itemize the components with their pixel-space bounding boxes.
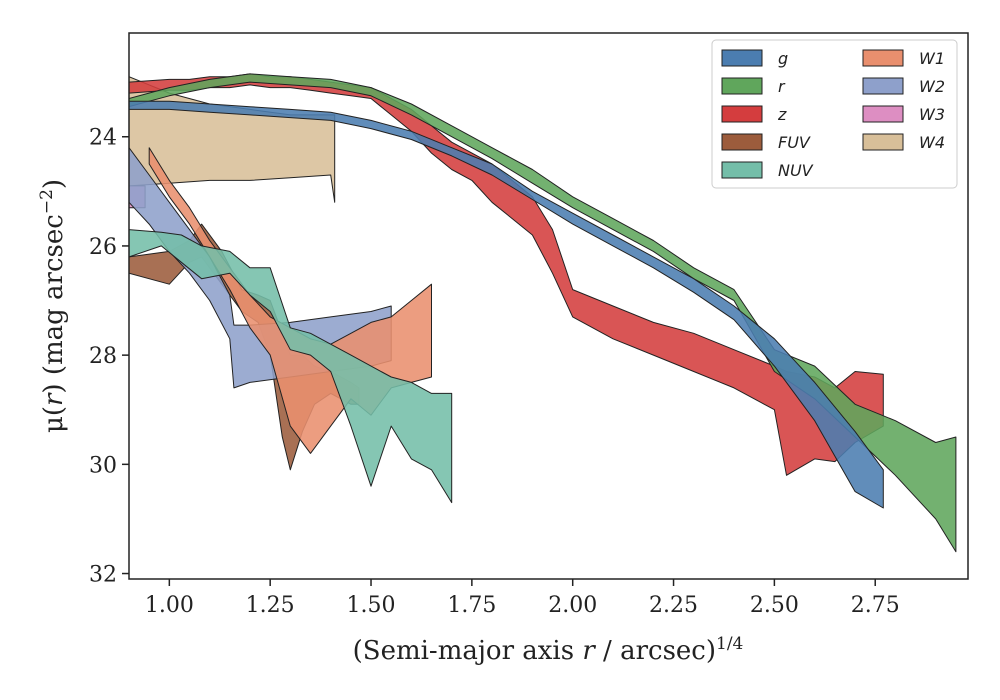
series-band-r <box>129 73 957 553</box>
series-band-g <box>129 100 884 509</box>
legend-swatch-w4 <box>862 133 904 151</box>
y-axis: 24 26 28 30 32 <box>89 126 129 588</box>
legend-swatch-z <box>721 105 763 123</box>
series-band-nuv <box>129 229 453 504</box>
series-layer <box>129 73 957 553</box>
legend-frame <box>711 39 958 189</box>
y-tick-label: 24 <box>89 126 117 151</box>
x-axis-label: (Semi-major axis r / arcsec)1/4 <box>353 634 744 666</box>
legend-swatch-w3 <box>862 105 904 123</box>
legend-swatch-w2 <box>862 77 904 95</box>
legend-label-w2: W2 <box>919 77 945 96</box>
x-tick-label: 2.00 <box>548 593 597 618</box>
plot-frame <box>128 32 969 580</box>
legend-swatch-fuv <box>721 133 763 151</box>
legend-label-w1: W1 <box>919 49 945 68</box>
legend-label-z: z <box>777 105 787 124</box>
legend-label-w3: W3 <box>919 105 945 124</box>
x-tick-label: 1.25 <box>246 593 295 618</box>
y-tick-label: 26 <box>89 235 117 260</box>
legend-label-r: r <box>778 77 786 96</box>
y-tick-label: 30 <box>89 453 117 478</box>
y-tick-label: 28 <box>89 344 117 369</box>
legend: grz FUV NUV W1 W2 W3 W4 <box>711 39 958 189</box>
legend-swatch-nuv <box>721 161 763 179</box>
x-tick-label: 2.50 <box>750 593 799 618</box>
legend-label-nuv: NUV <box>778 161 814 180</box>
y-tick-label: 32 <box>89 563 117 588</box>
x-tick-label: 1.00 <box>145 593 194 618</box>
legend-swatch-g <box>721 49 763 67</box>
legend-label-w4: W4 <box>919 133 945 152</box>
x-tick-label: 1.50 <box>347 593 396 618</box>
x-axis: 1.00 1.25 1.50 1.75 2.00 2.25 2.50 2.75 <box>145 579 900 618</box>
legend-swatch-w1 <box>862 49 904 67</box>
x-tick-label: 2.25 <box>649 593 698 618</box>
legend-label-fuv: FUV <box>778 133 811 152</box>
x-tick-label: 1.75 <box>447 593 496 618</box>
legend-label-g: g <box>778 49 788 68</box>
x-tick-label: 2.75 <box>851 593 900 618</box>
legend-swatch-r <box>721 77 763 95</box>
y-axis-label: μ(r) (mag arcsec−2) <box>37 179 69 433</box>
